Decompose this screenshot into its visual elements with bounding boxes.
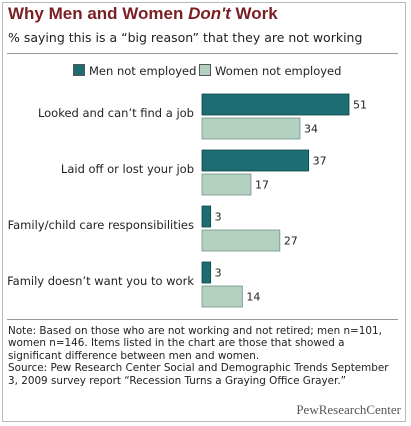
bar-men bbox=[201, 205, 212, 228]
chart-subtitle: % saying this is a “big reason” that the… bbox=[8, 30, 363, 45]
value-label-women: 17 bbox=[255, 179, 269, 192]
bar-women bbox=[201, 117, 301, 140]
legend-item-men: Men not employed bbox=[73, 64, 196, 78]
legend-label-women: Women not employed bbox=[215, 64, 342, 78]
value-label-women: 34 bbox=[304, 123, 318, 136]
value-label-women: 27 bbox=[284, 235, 298, 248]
top-divider bbox=[7, 53, 398, 54]
footnote: Note: Based on those who are not working… bbox=[8, 325, 400, 387]
value-label-men: 3 bbox=[215, 211, 222, 224]
bar-women bbox=[201, 173, 252, 196]
category-label: Looked and can’t find a job bbox=[38, 106, 194, 120]
category-label: Family/child care responsibilities bbox=[8, 218, 194, 232]
title-emphasis: Don't bbox=[188, 4, 231, 23]
chart-title: Why Men and Women Don't Work bbox=[8, 4, 278, 23]
value-label-men: 51 bbox=[353, 99, 367, 112]
legend-label-men: Men not employed bbox=[89, 64, 197, 78]
value-label-men: 3 bbox=[215, 267, 222, 280]
category-label: Family doesn’t want you to work bbox=[7, 274, 194, 288]
bar-women bbox=[201, 229, 281, 252]
legend-item-women: Women not employed bbox=[199, 64, 341, 78]
bar-men bbox=[201, 93, 350, 116]
value-label-women: 14 bbox=[246, 291, 260, 304]
value-label-men: 37 bbox=[313, 155, 327, 168]
bar-men bbox=[201, 149, 310, 172]
bar-men bbox=[201, 261, 212, 284]
legend-swatch-men bbox=[73, 64, 85, 76]
footnote-source: Source: Pew Research Center Social and D… bbox=[8, 362, 389, 387]
legend-swatch-women bbox=[199, 64, 211, 76]
bar-women bbox=[201, 285, 243, 308]
pew-logo: PewResearchCenter bbox=[296, 402, 401, 417]
footnote-note: Note: Based on those who are not working… bbox=[8, 325, 382, 362]
category-label: Laid off or lost your job bbox=[61, 162, 194, 176]
bottom-divider bbox=[7, 319, 398, 320]
